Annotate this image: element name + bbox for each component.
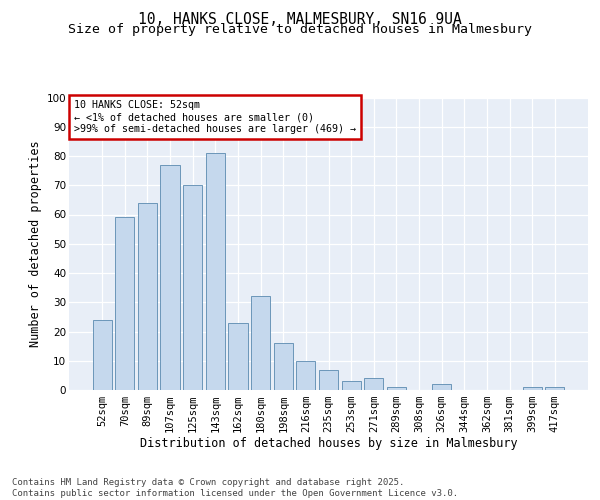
Bar: [206, 153, 225, 390]
Bar: [341, 381, 361, 390]
Bar: [319, 370, 338, 390]
Bar: [138, 203, 157, 390]
Bar: [387, 387, 406, 390]
Bar: [229, 322, 248, 390]
Text: Contains HM Land Registry data © Crown copyright and database right 2025.
Contai: Contains HM Land Registry data © Crown c…: [12, 478, 458, 498]
Bar: [523, 387, 542, 390]
Bar: [92, 320, 112, 390]
Bar: [251, 296, 270, 390]
X-axis label: Distribution of detached houses by size in Malmesbury: Distribution of detached houses by size …: [140, 436, 517, 450]
Bar: [115, 218, 134, 390]
Bar: [160, 165, 180, 390]
Bar: [545, 387, 565, 390]
Bar: [364, 378, 383, 390]
Text: 10 HANKS CLOSE: 52sqm
← <1% of detached houses are smaller (0)
>99% of semi-deta: 10 HANKS CLOSE: 52sqm ← <1% of detached …: [74, 100, 356, 134]
Bar: [274, 343, 293, 390]
Text: Size of property relative to detached houses in Malmesbury: Size of property relative to detached ho…: [68, 24, 532, 36]
Bar: [432, 384, 451, 390]
Bar: [183, 186, 202, 390]
Text: 10, HANKS CLOSE, MALMESBURY, SN16 9UA: 10, HANKS CLOSE, MALMESBURY, SN16 9UA: [138, 12, 462, 28]
Y-axis label: Number of detached properties: Number of detached properties: [29, 140, 43, 347]
Bar: [296, 361, 316, 390]
